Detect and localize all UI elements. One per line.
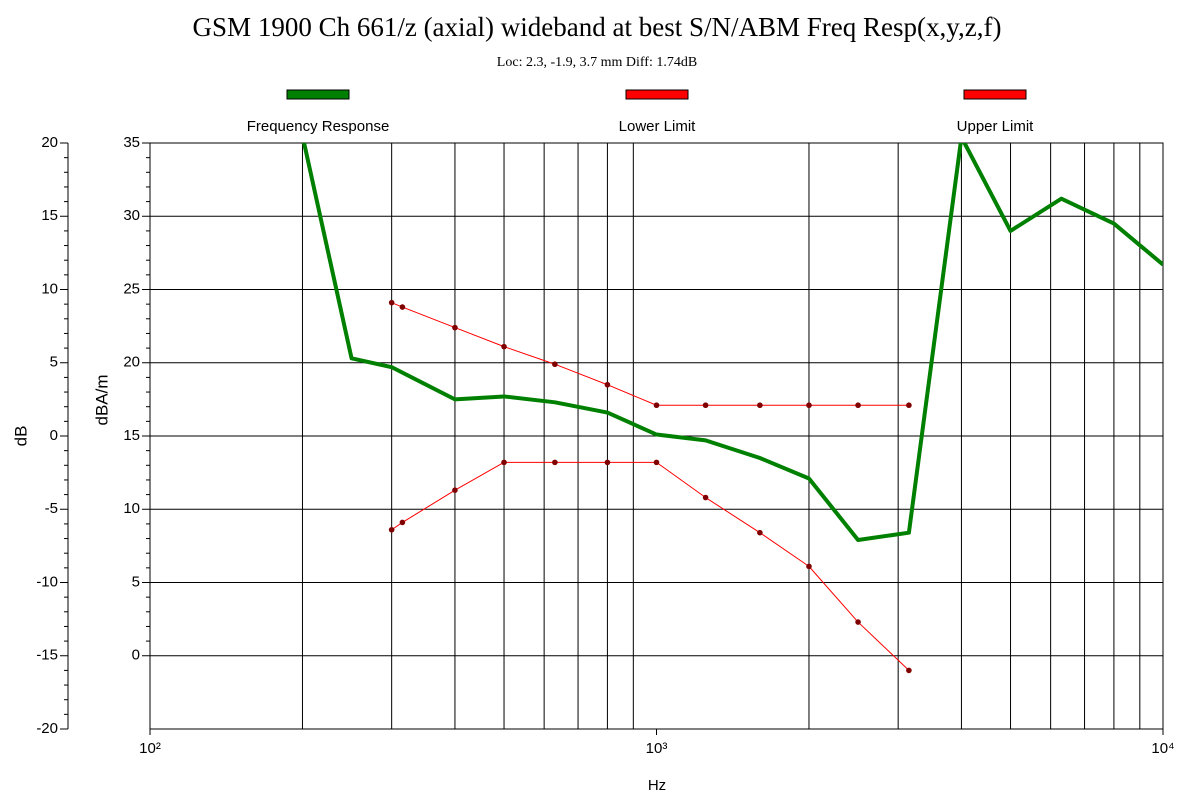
y-axis-label: dBA/m — [92, 374, 111, 425]
series-marker — [702, 494, 709, 501]
series-marker — [906, 402, 912, 409]
chart-title: GSM 1900 Ch 661/z (axial) wideband at be… — [193, 12, 1002, 42]
series-marker — [855, 619, 861, 625]
x-tick-label: 10² — [139, 740, 161, 757]
series-marker — [757, 402, 763, 409]
y2-tick-label: 0 — [50, 427, 58, 444]
series-marker — [388, 299, 395, 306]
x-tick-label: 10³ — [646, 740, 668, 757]
y2-tick-label: -15 — [36, 647, 58, 664]
y-tick-label: 5 — [132, 573, 140, 590]
series-line — [302, 143, 1163, 543]
series-marker — [501, 343, 507, 350]
y2-tick-label: -5 — [45, 500, 58, 517]
y-tick-label: 35 — [123, 134, 140, 151]
y2-tick-label: 10 — [41, 280, 58, 297]
series-marker — [501, 459, 507, 466]
series-line — [391, 461, 910, 671]
plot-area — [302, 143, 1163, 674]
series-marker — [399, 304, 406, 310]
series-marker — [604, 381, 611, 388]
series-marker — [806, 563, 812, 570]
series-marker — [906, 667, 912, 674]
legend-label: Frequency Response — [247, 118, 390, 135]
legend-label: Upper Limit — [957, 118, 1035, 135]
chart-subtitle: Loc: 2.3, -1.9, 3.7 mm Diff: 1.74dB — [497, 55, 697, 70]
y2-axis-label: dB — [11, 426, 30, 447]
series-marker — [653, 459, 660, 466]
y-tick-label: 15 — [123, 427, 140, 444]
series-marker — [653, 402, 660, 409]
series-marker — [806, 402, 812, 409]
y-tick-label: 25 — [123, 280, 140, 297]
legend-swatch — [625, 89, 689, 100]
y2-tick-label: 15 — [41, 207, 58, 224]
series-marker — [855, 402, 861, 409]
series-marker — [552, 361, 558, 368]
series-marker — [702, 402, 709, 409]
series-line — [391, 302, 909, 406]
legend-label: Lower Limit — [619, 118, 697, 135]
series-marker — [452, 324, 458, 331]
series-marker — [388, 526, 395, 533]
series-marker — [604, 459, 611, 466]
y2-tick-label: -20 — [36, 720, 58, 737]
y-tick-label: 20 — [123, 354, 140, 371]
series-marker — [552, 459, 558, 466]
y2-tick-label: 5 — [50, 354, 58, 371]
y-tick-label: 30 — [123, 207, 140, 224]
y2-tick-label: 20 — [41, 134, 58, 151]
x-tick-label: 10⁴ — [1151, 740, 1174, 757]
x-axis-label: Hz — [648, 777, 666, 794]
legend-swatch — [286, 89, 350, 100]
y-tick-label: 0 — [132, 647, 140, 664]
series-marker — [757, 529, 763, 536]
y2-tick-label: -10 — [36, 573, 58, 590]
series-marker — [452, 487, 458, 494]
y-tick-label: 10 — [123, 500, 140, 517]
legend-swatch — [963, 89, 1027, 100]
series-marker — [399, 519, 406, 526]
